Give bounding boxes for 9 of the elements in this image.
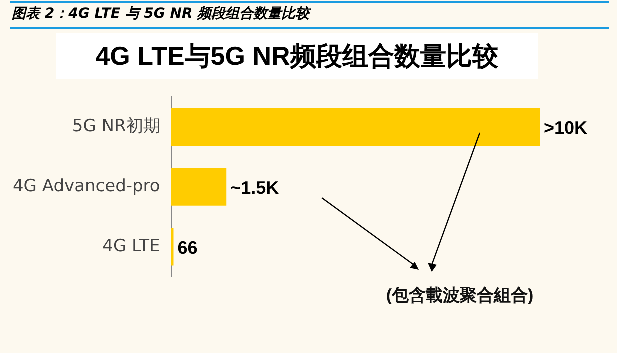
text: (包含載波聚合組合)	[385, 285, 535, 307]
data-label: 66	[178, 238, 198, 258]
y-tick-label: 5G NR初期	[72, 116, 160, 137]
data-label: ~1.5K	[230, 178, 280, 198]
chart-title: 图表 2：4G LTE 与 5G NR 频段组合数量比较	[10, 1, 609, 29]
y-tick-label: 4G Advanced-pro	[12, 176, 160, 196]
y-tick-label: 4G LTE	[102, 236, 160, 256]
chart-subtitle: 4G LTE与5G NR频段组合数量比较	[56, 33, 538, 79]
data-label: >10K	[544, 118, 588, 138]
